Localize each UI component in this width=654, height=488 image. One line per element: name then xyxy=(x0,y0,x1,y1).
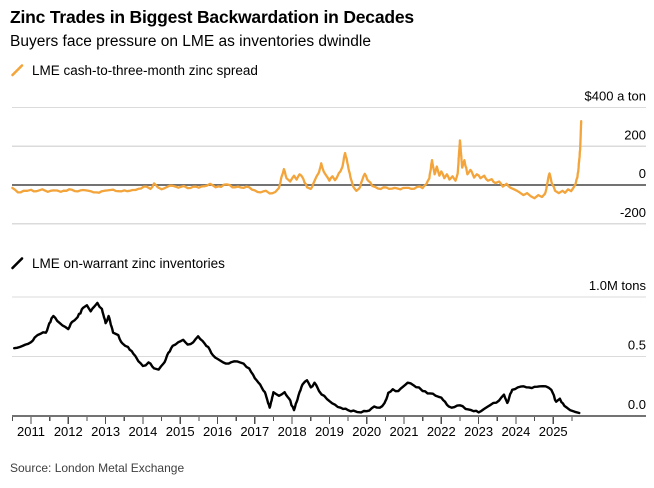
y-axis-label: 200 xyxy=(624,127,646,142)
page-subtitle: Buyers face pressure on LME as inventori… xyxy=(10,33,371,50)
x-axis-year-label: 2020 xyxy=(352,424,381,439)
x-axis-year-label: 2011 xyxy=(17,424,45,439)
y-axis-label: 0.5 xyxy=(628,338,646,353)
x-axis-year-label: 2019 xyxy=(315,424,344,439)
legend-inventories: LME on-warrant zinc inventories xyxy=(10,256,225,271)
x-axis-year-label: 2016 xyxy=(203,424,232,439)
x-axis-year-label: 2025 xyxy=(539,424,568,439)
x-axis-year-label: 2013 xyxy=(91,424,120,439)
y-axis-label: 1.0M tons xyxy=(589,278,647,293)
x-axis-year-label: 2017 xyxy=(240,424,269,439)
x-axis-year-label: 2012 xyxy=(54,424,83,439)
x-axis-year-label: 2023 xyxy=(464,424,493,439)
spread-line xyxy=(11,119,583,200)
y-axis-label: -200 xyxy=(620,205,646,220)
black-slash-icon xyxy=(11,257,24,270)
inventory-line xyxy=(13,301,581,415)
legend-inventories-label: LME on-warrant zinc inventories xyxy=(32,256,225,271)
x-axis-year-label: 2018 xyxy=(278,424,307,439)
y-axis-label: 0.0 xyxy=(628,397,646,412)
x-axis-year-label: 2021 xyxy=(390,424,419,439)
x-axis-year-label: 2014 xyxy=(128,424,157,439)
x-axis-year-label: 2015 xyxy=(166,424,195,439)
source-attribution: Source: London Metal Exchange xyxy=(10,461,185,475)
orange-slash-icon xyxy=(11,64,24,77)
y-axis-label: 0 xyxy=(639,166,646,181)
page-title: Zinc Trades in Biggest Backwardation in … xyxy=(10,7,414,27)
y-axis-label: $400 a ton xyxy=(585,89,646,104)
legend-spread-label: LME cash-to-three-month zinc spread xyxy=(32,63,258,78)
legend-spread: LME cash-to-three-month zinc spread xyxy=(10,63,258,78)
x-axis-year-label: 2022 xyxy=(427,424,456,439)
x-axis-year-label: 2024 xyxy=(501,424,530,439)
